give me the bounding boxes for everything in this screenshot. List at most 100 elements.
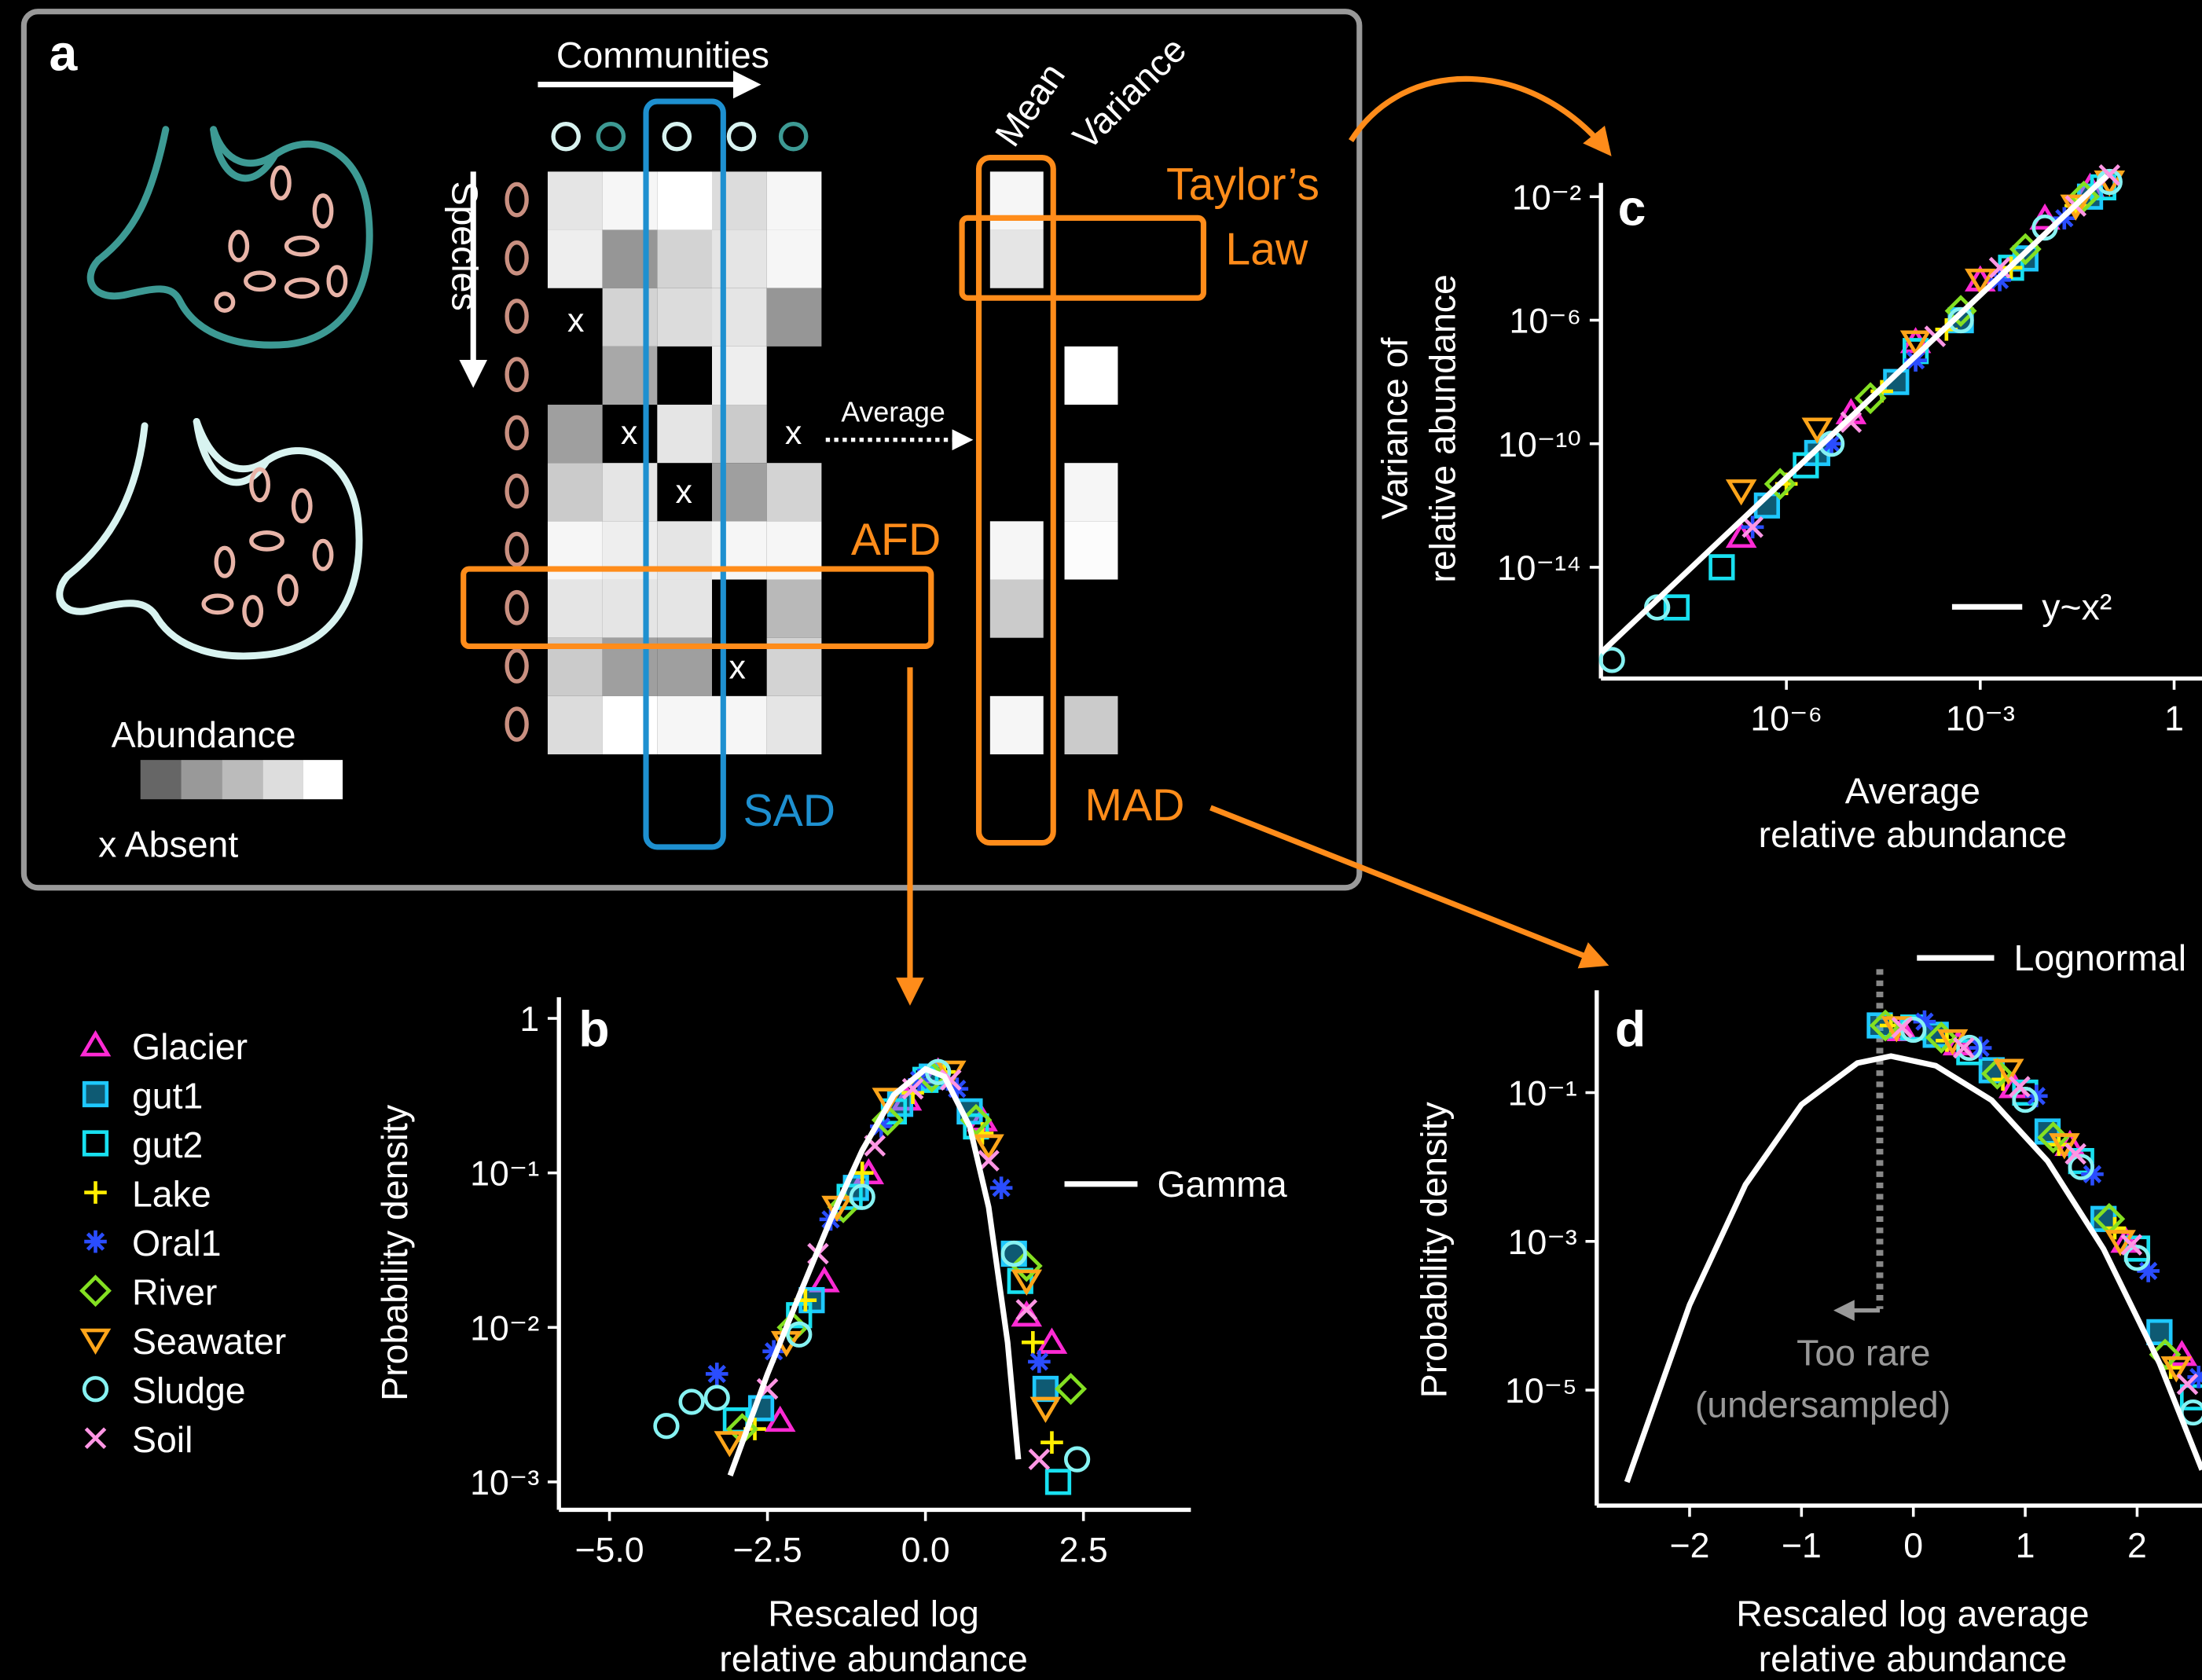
data-point	[706, 1363, 728, 1385]
average-label: Average	[841, 396, 945, 427]
y-tick-label: 10⁻¹⁴	[1497, 549, 1581, 588]
gut-illustrations	[60, 130, 369, 656]
abundance-cell	[712, 230, 767, 288]
abundance-cell	[548, 171, 603, 229]
legend-label: Soil	[132, 1419, 193, 1460]
x-tick-label: 10⁻⁶	[1750, 700, 1822, 739]
panel-label: d	[1615, 1001, 1646, 1058]
species-icon	[507, 475, 527, 506]
legend-label: gut2	[132, 1124, 203, 1165]
x-tick-label: 1	[2016, 1527, 2035, 1565]
absent-mark: x	[621, 414, 637, 452]
species-icon	[507, 592, 527, 623]
x-axis-title: Average	[1845, 771, 1980, 812]
y-tick-label: 10⁻¹⁰	[1498, 426, 1581, 464]
mean-cell	[990, 696, 1044, 754]
mean-cell	[990, 580, 1044, 638]
y-tick-label: 10⁻⁵	[1505, 1372, 1577, 1410]
legend-label: River	[132, 1271, 217, 1312]
abundance-cell	[712, 288, 767, 347]
panel-label: b	[578, 1001, 609, 1058]
data-point	[1028, 1351, 1051, 1374]
data-point	[1711, 556, 1734, 579]
abundance-cell	[603, 696, 658, 754]
x-tick-label: 0.0	[901, 1531, 950, 1570]
fit-legend-label: Lognormal	[2014, 937, 2187, 978]
abundance-cell	[712, 405, 767, 463]
figure: a Communities Species Mean Variance Tayl…	[0, 0, 2202, 1680]
sad-label: SAD	[743, 786, 836, 836]
data-point	[1066, 1448, 1088, 1471]
variance-label: Variance	[1065, 28, 1194, 157]
abundance-scale	[141, 760, 343, 799]
legend-marker	[84, 1231, 107, 1253]
fit-legend-label: Gamma	[1157, 1164, 1286, 1205]
y-tick-label: 10⁻¹	[470, 1155, 539, 1194]
species-icon	[507, 417, 527, 448]
absent-legend: x Absent	[98, 823, 238, 864]
y-tick-label: 10⁻²	[470, 1309, 539, 1348]
species-icon	[507, 534, 527, 564]
abundance-cell	[767, 580, 822, 638]
abundance-cell	[657, 580, 712, 638]
panel-label: a	[50, 25, 79, 82]
abundance-grid	[507, 171, 1118, 754]
x-tick-label: 2	[2127, 1527, 2147, 1565]
abundance-cell	[657, 696, 712, 754]
abundance-cell	[767, 288, 822, 347]
abundance-cell	[603, 230, 658, 288]
legend-marker	[84, 1132, 107, 1155]
legend-marker	[84, 1181, 107, 1204]
y-tick-label: 10⁻³	[470, 1464, 539, 1502]
legend-label: Oral1	[132, 1223, 222, 1264]
afd-label: AFD	[851, 515, 941, 565]
x-axis-title: relative abundance	[719, 1638, 1028, 1679]
variance-cell	[1065, 463, 1118, 521]
x-tick-label: 1	[2164, 700, 2184, 739]
legend-marker	[86, 1429, 105, 1447]
legend-label: Glacier	[132, 1026, 248, 1067]
abundance-cell	[548, 405, 603, 463]
mean-label: Mean	[987, 56, 1073, 154]
x-tick-label: −2.5	[733, 1531, 802, 1570]
legend-label: gut1	[132, 1075, 203, 1116]
abundance-cell	[712, 696, 767, 754]
absent-mark: x	[728, 648, 745, 686]
data-point	[706, 1387, 728, 1410]
data-point	[1029, 1450, 1048, 1469]
legend-marker	[83, 1034, 108, 1055]
legend-label: Lake	[132, 1173, 211, 1214]
abundance-cell	[548, 580, 603, 638]
x-axis-title: relative abundance	[1759, 814, 2068, 855]
abundance-cell	[767, 696, 822, 754]
mad-label: MAD	[1084, 780, 1184, 831]
data-point	[1057, 1375, 1084, 1402]
y-axis-title: Probability density	[1414, 1102, 1455, 1399]
x-tick-label: −5.0	[574, 1531, 644, 1570]
data-point	[655, 1414, 678, 1437]
abundance-cell	[603, 347, 658, 405]
y-tick-label: 10⁻²	[1512, 178, 1581, 217]
abundance-cell	[657, 171, 712, 229]
legend-marker	[84, 1377, 107, 1400]
variance-cell	[1065, 696, 1118, 754]
variance-cell	[1065, 347, 1118, 405]
abundance-cell	[712, 171, 767, 229]
x-axis-title: Rescaled log	[768, 1594, 979, 1634]
absent-mark: x	[567, 302, 584, 339]
data-point	[1015, 1304, 1039, 1324]
species-icon	[507, 359, 527, 390]
panel-label: c	[1618, 179, 1646, 236]
community-icons	[553, 124, 806, 149]
taylors-law-label: Law	[1225, 224, 1308, 274]
abundance-cell	[603, 288, 658, 347]
x-axis-title: Rescaled log average	[1736, 1594, 2089, 1634]
x-tick-label: 0	[1903, 1527, 1923, 1565]
mean-cell	[990, 171, 1044, 229]
abundance-cell	[603, 171, 658, 229]
species-icon	[507, 709, 527, 739]
species-icon	[507, 301, 527, 332]
abundance-cell	[548, 230, 603, 288]
x-tick-label: 2.5	[1059, 1531, 1108, 1570]
y-tick-label: 10⁻³	[1508, 1223, 1577, 1262]
